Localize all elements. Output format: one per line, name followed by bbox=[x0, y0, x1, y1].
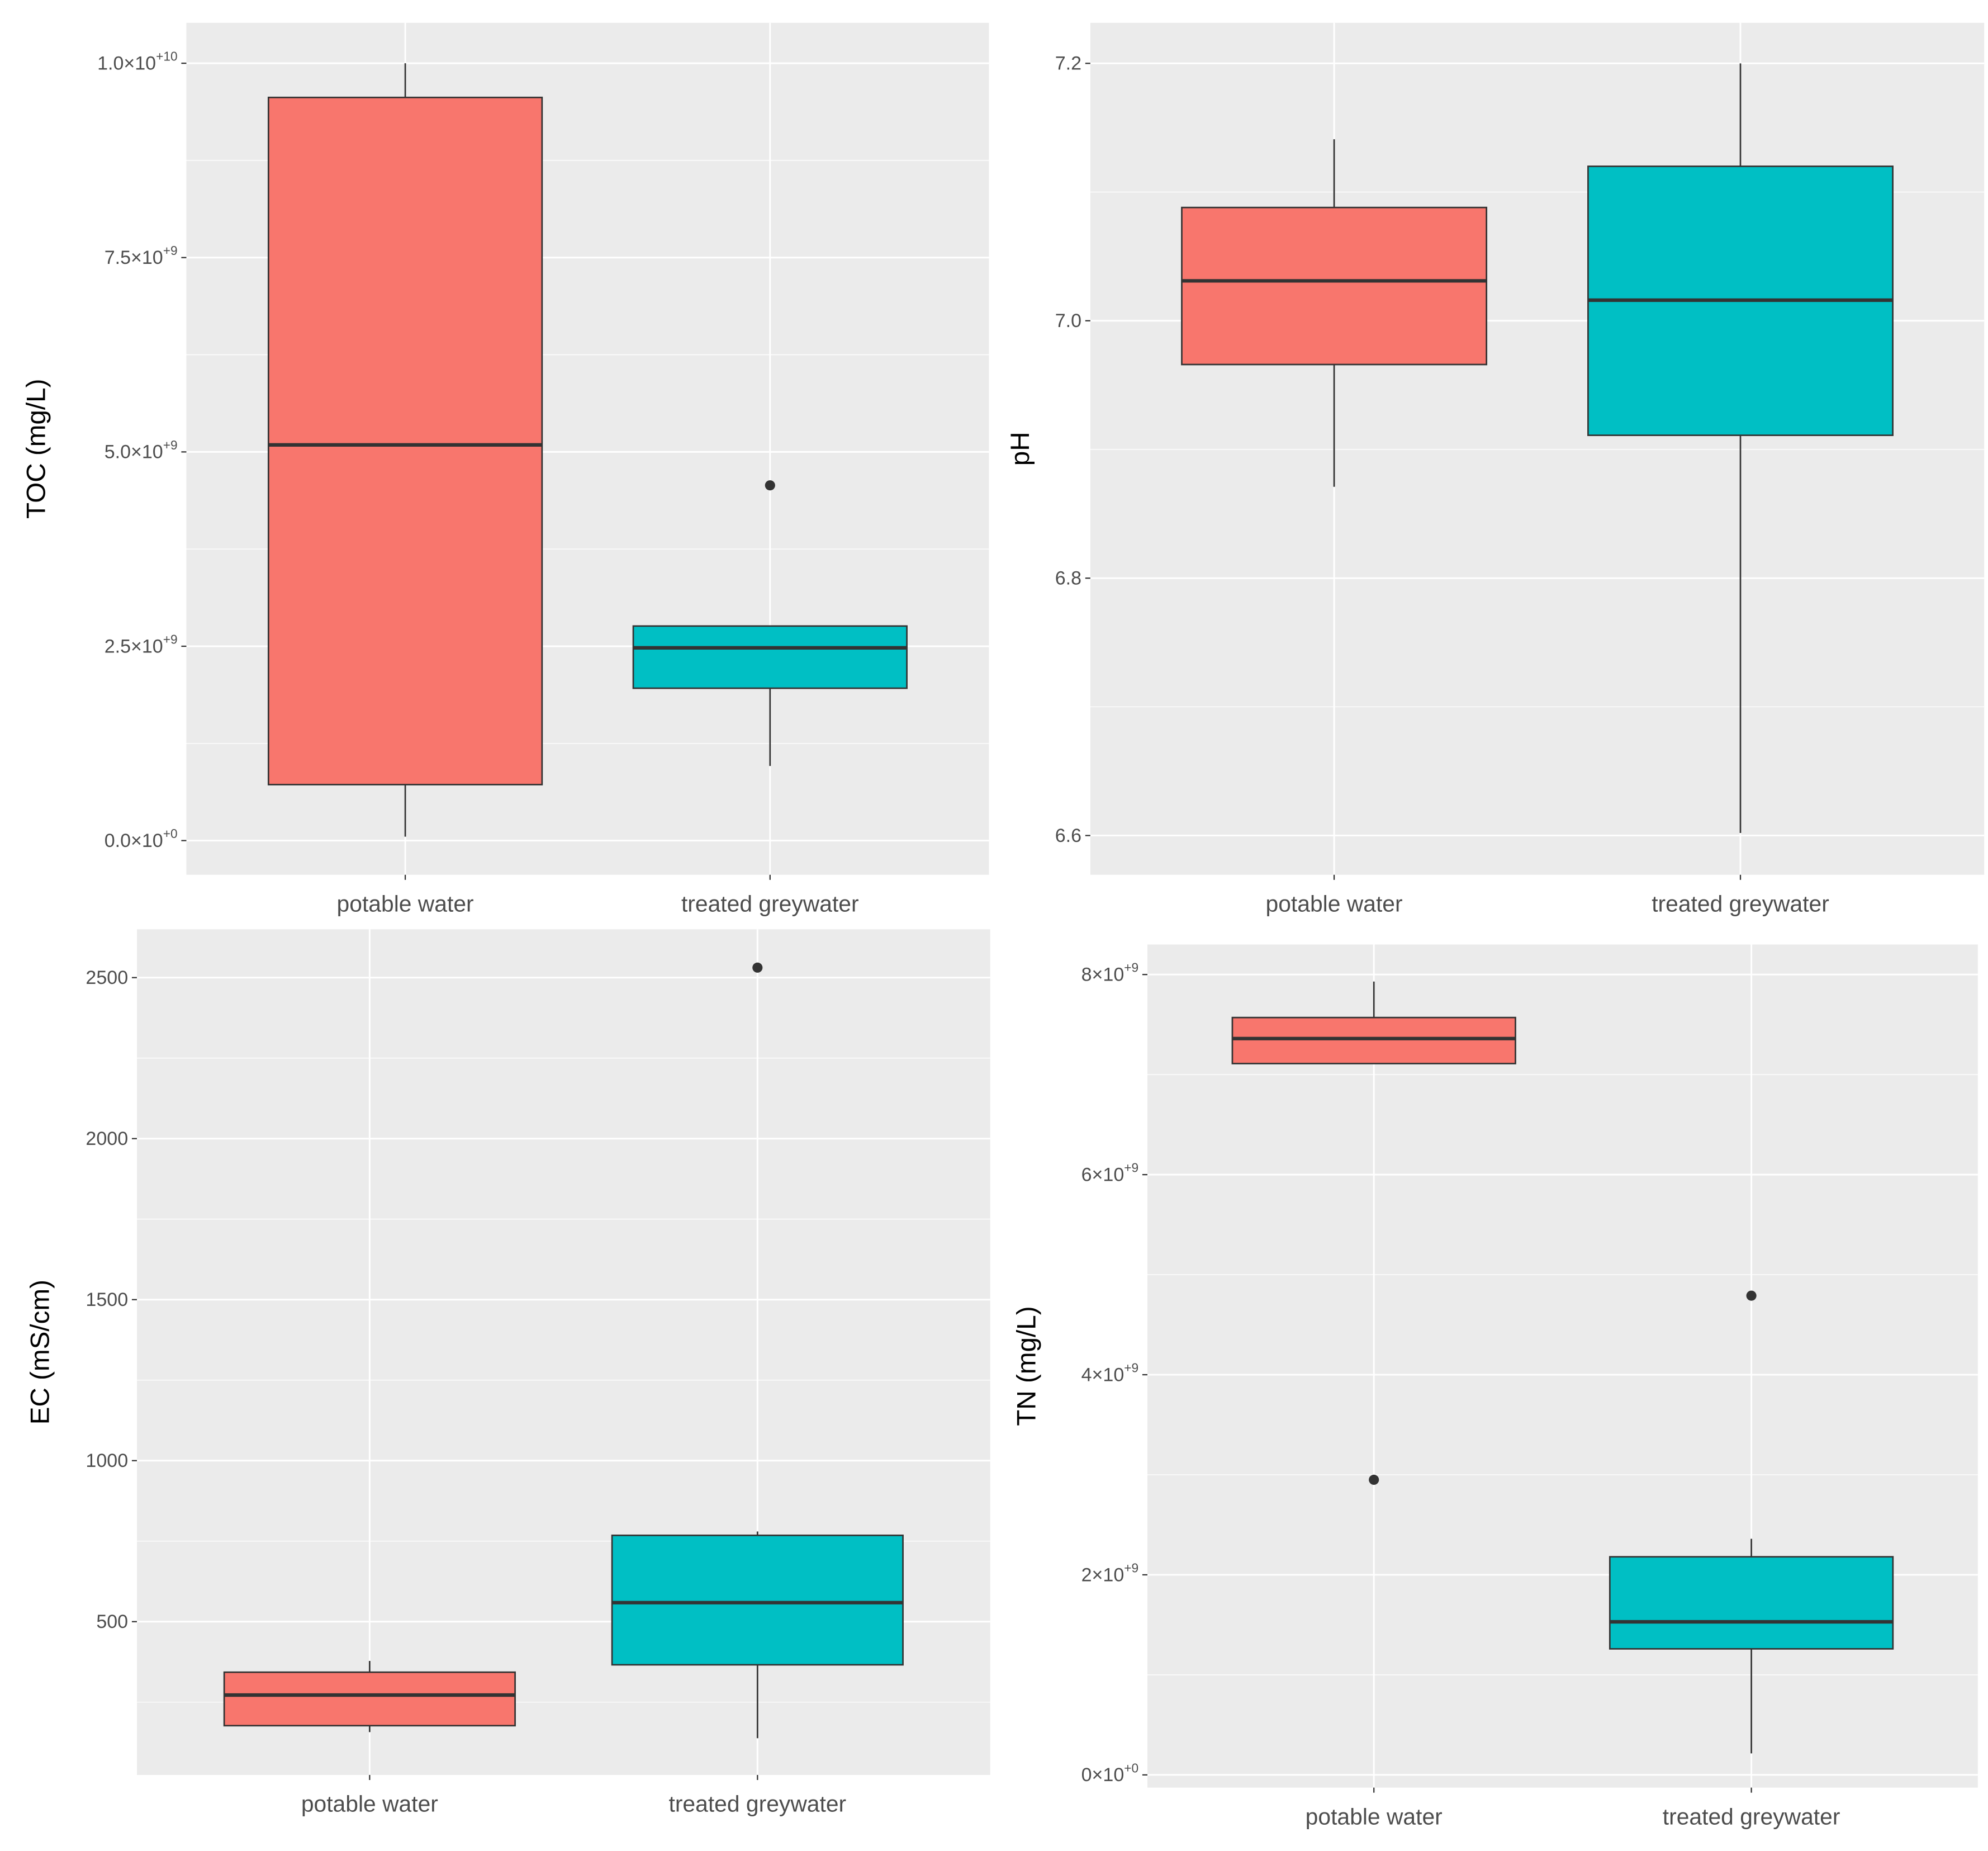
y-tick-label: 1000 bbox=[86, 1450, 128, 1471]
y-tick-label: 7.2 bbox=[1055, 53, 1081, 74]
y-axis-label: TOC (mg/L) bbox=[22, 379, 51, 519]
box bbox=[223, 1671, 516, 1727]
x-tick-label: treated greywater bbox=[1652, 891, 1829, 917]
x-tick-label: potable water bbox=[1306, 1803, 1443, 1829]
y-tick-label: 4×10+9 bbox=[1081, 1361, 1138, 1386]
panel: 500 1000 1500 2000 2500 potable water treated … bbox=[25, 929, 990, 1817]
y-tick-label-base: 6.8 bbox=[1055, 568, 1081, 589]
y-axis-label: TN (mg/L) bbox=[1012, 1306, 1041, 1426]
panel-background bbox=[1090, 22, 1985, 875]
y-axis-label: pH bbox=[1005, 432, 1035, 466]
y-tick-label-exponent: +9 bbox=[163, 243, 178, 258]
x-tick-label: potable water bbox=[337, 891, 474, 917]
box bbox=[1609, 1556, 1894, 1650]
y-tick-label-exponent: +9 bbox=[1124, 1161, 1138, 1175]
y-tick-label-base: 6.6 bbox=[1055, 825, 1081, 846]
y-tick-label-exponent: +9 bbox=[1124, 1560, 1138, 1575]
x-tick-label: treated greywater bbox=[681, 891, 859, 917]
y-tick-label: 6×10+9 bbox=[1081, 1161, 1138, 1186]
box bbox=[632, 625, 908, 689]
x-tick-label: potable water bbox=[301, 1791, 438, 1817]
y-tick-label-base: 7.0 bbox=[1055, 310, 1081, 332]
outlier bbox=[752, 962, 763, 973]
box bbox=[1181, 206, 1488, 366]
y-tick-label: 1.0×10+10 bbox=[97, 49, 177, 74]
y-tick-label-base: 0.0×10 bbox=[105, 830, 163, 851]
y-tick-label: 2500 bbox=[86, 967, 128, 988]
y-tick-label: 7.5×10+9 bbox=[105, 243, 178, 268]
y-tick-label: 8×10+9 bbox=[1081, 960, 1138, 986]
y-tick-label-base: 7.2 bbox=[1055, 53, 1081, 74]
y-tick-label: 0×10+0 bbox=[1081, 1760, 1138, 1786]
panel-background bbox=[1147, 944, 1978, 1788]
y-tick-label: 5.0×10+9 bbox=[105, 438, 178, 463]
y-tick-label-base: 8×10 bbox=[1081, 964, 1125, 986]
box bbox=[1231, 1016, 1516, 1064]
y-tick-label-base: 7.5×10 bbox=[105, 247, 163, 268]
x-tick-label: potable water bbox=[1266, 891, 1403, 917]
y-tick-label: 500 bbox=[96, 1611, 128, 1632]
y-tick-label-base: 0×10 bbox=[1081, 1764, 1125, 1786]
y-tick-label-base: 4×10 bbox=[1081, 1364, 1125, 1385]
x-tick-label: treated greywater bbox=[1663, 1803, 1840, 1829]
outlier bbox=[1746, 1290, 1757, 1301]
y-tick-label-base: 1.0×10 bbox=[97, 53, 156, 74]
y-tick-label-base: 2.5×10 bbox=[105, 636, 163, 657]
box bbox=[611, 1535, 904, 1666]
y-tick-label-exponent: +0 bbox=[1124, 1760, 1138, 1775]
y-tick-label: 7.0 bbox=[1055, 310, 1081, 332]
y-tick-label: 1500 bbox=[86, 1289, 128, 1310]
y-tick-label-exponent: +9 bbox=[163, 438, 178, 452]
y-tick-label: 0.0×10+0 bbox=[105, 826, 178, 851]
y-tick-label: 6.6 bbox=[1055, 825, 1081, 846]
panel: 6.6 6.8 7.0 7.2 potable water treated greywat… bbox=[1005, 22, 1985, 917]
y-tick-label: 2.5×10+9 bbox=[105, 632, 178, 657]
outlier bbox=[1369, 1474, 1379, 1485]
panel: 0.0×10+02.5×10+95.0×10+97.5×10+91.0×10+1… bbox=[22, 22, 989, 917]
y-tick-label-base: 2×10 bbox=[1081, 1564, 1125, 1585]
x-tick-label: treated greywater bbox=[669, 1791, 847, 1817]
y-tick-label-exponent: +9 bbox=[1124, 1361, 1138, 1375]
y-tick-label: 6.8 bbox=[1055, 568, 1081, 589]
y-tick-label-exponent: +9 bbox=[1124, 960, 1138, 975]
y-axis-label: EC (mS/cm) bbox=[25, 1280, 55, 1424]
y-tick-label-exponent: +0 bbox=[163, 826, 178, 841]
box bbox=[267, 96, 543, 785]
y-tick-label-base: 6×10 bbox=[1081, 1164, 1125, 1185]
y-tick-label: 2×10+9 bbox=[1081, 1560, 1138, 1585]
y-tick-label-base: 5.0×10 bbox=[105, 442, 163, 463]
y-tick-label-exponent: +9 bbox=[163, 632, 178, 646]
y-tick-label-exponent: +10 bbox=[156, 49, 177, 64]
outlier bbox=[765, 480, 775, 491]
y-tick-label: 2000 bbox=[86, 1128, 128, 1149]
